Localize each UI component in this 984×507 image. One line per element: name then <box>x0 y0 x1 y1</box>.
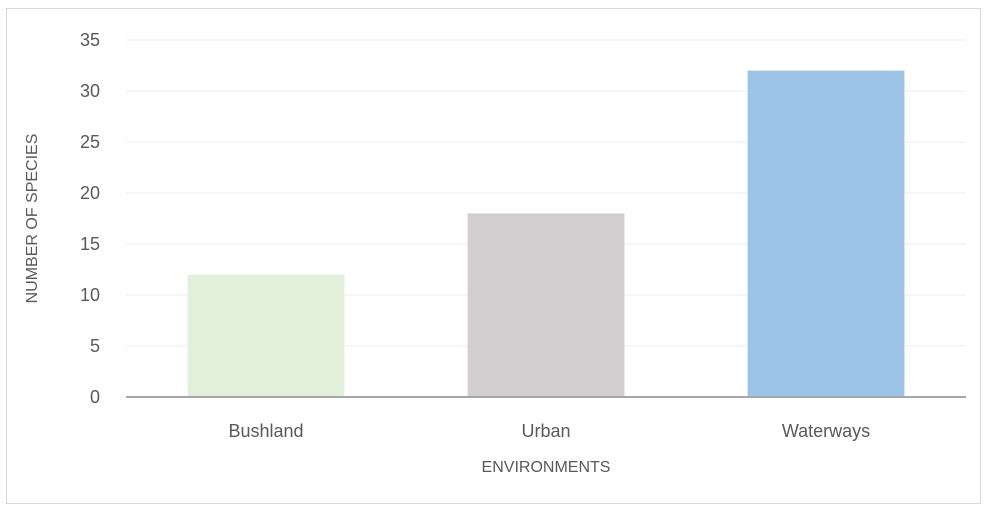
y-axis-title: NUMBER OF SPECIES <box>24 134 41 304</box>
y-tick-label: 30 <box>80 81 100 101</box>
x-tick-label: Bushland <box>228 421 303 441</box>
x-axis-title: ENVIRONMENTS <box>482 459 611 476</box>
y-tick-label: 35 <box>80 30 100 50</box>
y-tick-label: 25 <box>80 132 100 152</box>
x-tick-label: Waterways <box>782 421 870 441</box>
y-tick-label: 10 <box>80 285 100 305</box>
y-tick-label: 5 <box>90 336 100 356</box>
y-tick-labels: 0 5 10 15 20 25 30 35 <box>80 30 100 407</box>
bar-waterways <box>747 70 905 397</box>
bar-bushland <box>187 274 345 397</box>
bar-urban <box>467 213 625 397</box>
y-tick-label: 0 <box>90 387 100 407</box>
x-tick-labels: Bushland Urban Waterways <box>228 421 870 441</box>
x-tick-label: Urban <box>521 421 570 441</box>
y-tick-label: 15 <box>80 234 100 254</box>
bars <box>187 70 905 397</box>
y-tick-label: 20 <box>80 183 100 203</box>
